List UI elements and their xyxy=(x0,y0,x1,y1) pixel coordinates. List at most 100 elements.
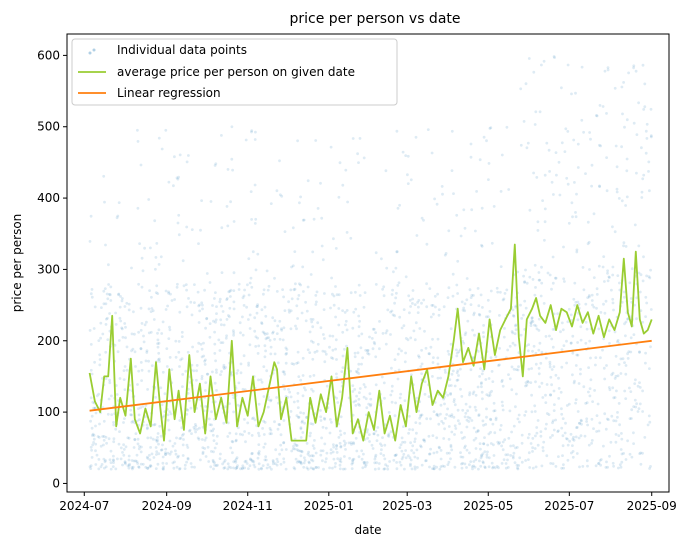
scatter-point xyxy=(445,413,449,416)
scatter-point xyxy=(98,353,102,357)
scatter-point xyxy=(137,407,140,410)
scatter-point xyxy=(374,429,378,433)
scatter-point xyxy=(296,350,300,354)
scatter-point xyxy=(508,377,512,381)
scatter-point xyxy=(123,322,127,325)
scatter-point xyxy=(605,364,608,367)
scatter-point xyxy=(417,299,421,302)
scatter-point xyxy=(214,320,217,324)
scatter-point xyxy=(247,318,250,321)
scatter-point xyxy=(198,426,201,430)
scatter-point xyxy=(526,141,530,145)
scatter-point xyxy=(211,460,215,464)
scatter-point xyxy=(527,451,531,455)
scatter-point xyxy=(367,352,371,356)
scatter-point xyxy=(154,446,158,449)
scatter-point xyxy=(615,187,619,191)
scatter-point xyxy=(241,387,245,391)
scatter-point xyxy=(181,454,185,457)
scatter-point xyxy=(139,347,143,351)
scatter-point xyxy=(612,308,615,312)
scatter-point xyxy=(389,393,393,397)
scatter-point xyxy=(97,392,101,396)
scatter-point xyxy=(551,419,555,423)
scatter-point xyxy=(209,200,213,203)
scatter-point xyxy=(106,316,109,320)
scatter-point xyxy=(501,448,505,452)
scatter-point xyxy=(470,419,474,422)
scatter-point xyxy=(510,430,513,434)
scatter-point xyxy=(439,449,443,452)
scatter-point xyxy=(617,434,621,437)
scatter-point xyxy=(517,413,521,417)
scatter-point xyxy=(257,402,261,406)
scatter-point xyxy=(264,455,268,459)
scatter-point xyxy=(293,442,297,446)
scatter-point xyxy=(232,460,236,464)
scatter-point xyxy=(145,455,149,459)
scatter-point xyxy=(203,389,207,392)
scatter-point xyxy=(611,301,615,305)
scatter-point xyxy=(444,252,448,255)
scatter-point xyxy=(577,382,581,385)
scatter-point xyxy=(501,404,504,407)
scatter-point xyxy=(608,454,611,458)
scatter-point xyxy=(573,181,576,184)
scatter-point xyxy=(270,467,273,471)
scatter-point xyxy=(431,361,435,364)
scatter-point xyxy=(433,197,436,201)
scatter-point xyxy=(432,451,436,455)
scatter-point xyxy=(359,346,363,350)
scatter-point xyxy=(493,409,497,412)
scatter-point xyxy=(173,155,176,159)
scatter-point xyxy=(388,460,391,463)
scatter-point xyxy=(357,314,361,318)
scatter-point xyxy=(649,268,652,272)
scatter-point xyxy=(136,206,140,210)
scatter-point xyxy=(297,415,301,419)
scatter-point xyxy=(88,329,92,332)
scatter-point xyxy=(112,440,116,444)
scatter-point xyxy=(476,350,480,353)
scatter-point xyxy=(200,355,204,359)
scatter-point xyxy=(586,242,590,246)
scatter-point xyxy=(319,415,323,419)
scatter-point xyxy=(260,467,263,471)
scatter-point xyxy=(220,271,224,274)
scatter-point xyxy=(146,388,150,391)
y-axis-title: price per person xyxy=(10,214,24,313)
legend-marker-scatter-dot xyxy=(88,51,92,55)
scatter-point xyxy=(434,305,437,309)
scatter-point xyxy=(315,466,318,469)
scatter-point xyxy=(567,221,571,225)
scatter-point xyxy=(255,311,259,315)
scatter-point xyxy=(149,246,152,250)
scatter-point xyxy=(163,392,167,396)
scatter-point xyxy=(102,457,106,461)
scatter-point xyxy=(369,403,373,406)
scatter-point xyxy=(553,403,556,406)
scatter-point xyxy=(116,457,119,461)
scatter-point xyxy=(617,466,620,470)
scatter-point xyxy=(507,436,511,440)
scatter-point xyxy=(543,220,547,224)
scatter-point xyxy=(436,337,440,341)
scatter-point xyxy=(245,462,249,465)
scatter-point xyxy=(649,135,653,139)
scatter-point xyxy=(112,423,116,427)
scatter-point xyxy=(212,427,216,431)
scatter-point xyxy=(534,362,538,366)
scatter-point xyxy=(203,359,207,363)
scatter-point xyxy=(530,316,534,320)
scatter-point xyxy=(260,380,264,384)
scatter-point xyxy=(485,393,489,396)
scatter-point xyxy=(123,461,127,464)
scatter-point xyxy=(404,337,408,340)
scatter-point xyxy=(338,161,342,165)
scatter-point xyxy=(463,446,466,450)
scatter-point xyxy=(229,295,232,298)
scatter-point xyxy=(451,294,455,298)
scatter-point xyxy=(618,423,621,427)
scatter-point xyxy=(472,311,476,315)
scatter-point xyxy=(312,454,315,458)
